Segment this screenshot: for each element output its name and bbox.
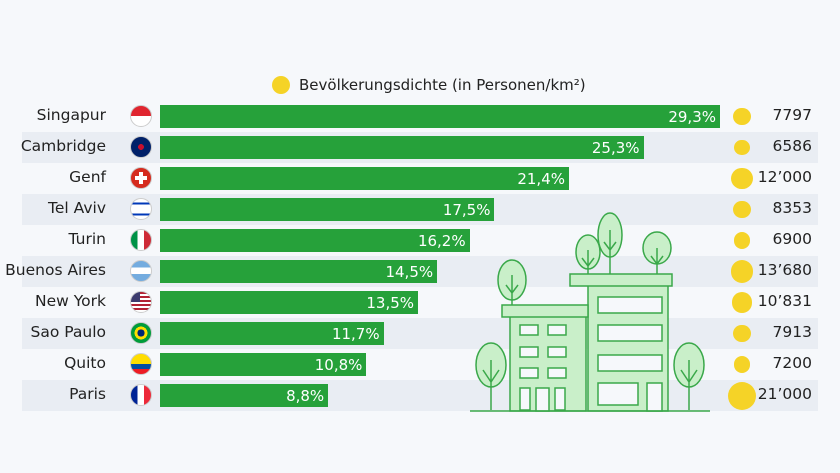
bar: 10,8% — [160, 353, 367, 376]
chart-row: Cambridge 25,3% 6586 — [20, 132, 818, 163]
green-building-illustration — [470, 212, 710, 412]
category-label: Paris — [69, 385, 106, 403]
chart-row: Singapur 29,3% 7797 — [22, 101, 818, 132]
density-value: 7797 — [772, 106, 812, 124]
israel-flag-icon — [130, 198, 152, 220]
legend-bubble-icon — [272, 76, 290, 94]
legend-label: Bevölkerungsdichte (in Personen/km²) — [299, 76, 586, 94]
density-value: 13’680 — [757, 261, 812, 279]
chart-row: Turin 16,2% 6900 — [22, 225, 818, 256]
switzerland-flag-icon — [130, 167, 152, 189]
brazil-flag-icon — [130, 322, 152, 344]
density-bubble — [731, 167, 753, 190]
density-value: 10’831 — [757, 292, 812, 310]
bar: 11,7% — [160, 322, 384, 345]
bar-value-label: 8,8% — [286, 387, 325, 405]
bar: 13,5% — [160, 291, 419, 314]
density-value: 6900 — [772, 230, 812, 248]
usa-flag-icon — [130, 291, 152, 313]
category-label: Turin — [68, 230, 106, 248]
density-value: 21’000 — [757, 385, 812, 403]
legend: Bevölkerungsdichte (in Personen/km²) — [272, 76, 586, 94]
density-value: 7913 — [772, 323, 812, 341]
bar-value-label: 25,3% — [591, 139, 640, 157]
category-label: Sao Paulo — [30, 323, 106, 341]
density-bubble — [733, 107, 751, 126]
category-label: Quito — [64, 354, 106, 372]
category-label: Genf — [69, 168, 106, 186]
bar-value-label: 10,8% — [314, 356, 363, 374]
uk-flag-icon — [130, 136, 152, 158]
category-label: Tel Aviv — [48, 199, 106, 217]
density-value: 6586 — [772, 137, 812, 155]
density-value: 7200 — [772, 354, 812, 372]
chart-row: Paris 8,8% 21’000 — [22, 380, 818, 411]
category-label: Singapur — [36, 106, 106, 124]
bar: 14,5% — [160, 260, 438, 283]
bar: 29,3% — [160, 105, 720, 128]
singapore-flag-icon — [130, 105, 152, 127]
density-bubble — [731, 292, 753, 313]
density-bubble — [733, 356, 751, 373]
category-label: New York — [35, 292, 106, 310]
bar: 8,8% — [160, 384, 329, 407]
bar-value-label: 16,2% — [417, 232, 466, 250]
bar: 16,2% — [160, 229, 470, 252]
density-value: 12’000 — [757, 168, 812, 186]
bar-value-label: 11,7% — [331, 325, 380, 343]
chart-row: Genf 21,4% 12’000 — [22, 163, 818, 194]
density-bubble — [733, 232, 751, 249]
density-bubble — [728, 381, 756, 410]
argentina-flag-icon — [130, 260, 152, 282]
france-flag-icon — [130, 384, 152, 406]
chart-row: Quito 10,8% 7200 — [22, 349, 818, 380]
chart-row: New York 13,5% 10’831 — [22, 287, 818, 318]
ecuador-flag-icon — [130, 353, 152, 375]
bar-value-label: 14,5% — [385, 263, 434, 281]
density-bubble — [734, 139, 750, 156]
bar-value-label: 29,3% — [668, 108, 716, 126]
bar-value-label: 21,4% — [517, 170, 565, 188]
category-label: Buenos Aires — [5, 261, 106, 279]
bar-value-label: 17,5% — [442, 201, 491, 219]
density-bubble — [733, 200, 751, 219]
chart-row: Tel Aviv 17,5% 8353 — [22, 194, 818, 225]
density-bubble — [733, 324, 751, 343]
bar: 17,5% — [160, 198, 495, 221]
chart-row: Buenos Aires 14,5% 13’680 — [5, 256, 818, 287]
bar: 25,3% — [160, 136, 644, 159]
bar: 21,4% — [160, 167, 569, 190]
density-bubble — [730, 260, 754, 283]
category-label: Cambridge — [20, 137, 106, 155]
density-value: 8353 — [772, 199, 812, 217]
bar-value-label: 13,5% — [366, 294, 415, 312]
italy-flag-icon — [130, 229, 152, 251]
